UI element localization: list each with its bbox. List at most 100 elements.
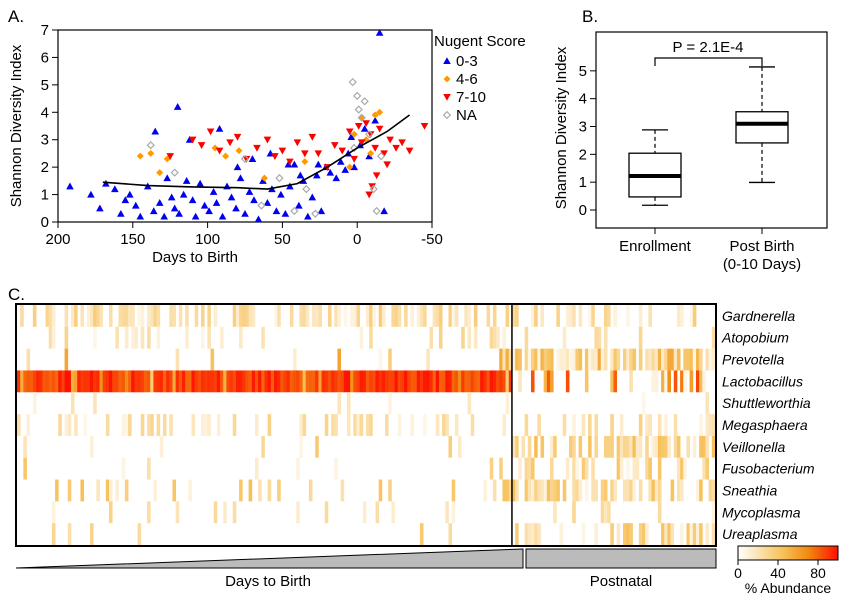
heatmap-cell [654, 435, 659, 458]
heatmap-cell [645, 348, 649, 371]
heatmap-cell [207, 370, 211, 393]
heatmap-cell [147, 501, 151, 524]
heatmap-cell [667, 370, 671, 393]
point-7-10 [371, 144, 379, 152]
heatmap-cell [578, 348, 583, 371]
heatmap-cell [556, 479, 560, 502]
heatmap-cell [626, 479, 630, 502]
heatmap-cell [594, 414, 599, 436]
heatmap-cell [343, 305, 348, 327]
heatmap-cell [220, 370, 224, 393]
heatmap-cell [140, 305, 145, 327]
heatmap-cell [645, 414, 649, 436]
heatmap-cell [89, 523, 94, 545]
heatmap-cell [629, 370, 633, 393]
heatmap-cell [375, 501, 380, 524]
heatmap-cell [559, 348, 564, 371]
heatmap-cell [216, 370, 221, 393]
point-7-10 [166, 153, 174, 160]
heatmap-cell [267, 479, 272, 502]
heatmap-cell [153, 305, 157, 327]
point-0-3 [290, 160, 299, 168]
category-label: Post Birth [729, 238, 794, 255]
heatmap-cell [680, 523, 684, 545]
heatmap-cell [480, 370, 484, 393]
heatmap-cell [689, 305, 694, 327]
heatmap-cell [48, 326, 53, 349]
heatmap-cell [676, 479, 681, 502]
colorbar-ticks: 0 40 80 [734, 560, 826, 581]
heatmap-cell [445, 414, 449, 436]
heatmap-cell [80, 370, 85, 393]
heatmap-cell [346, 370, 351, 393]
heatmap-cell [356, 414, 361, 436]
heatmap-cell [248, 370, 253, 393]
heatmap-cell [527, 348, 532, 371]
heatmap-cell [492, 370, 497, 393]
heatmap-cell [683, 370, 687, 393]
point-0-3 [250, 196, 258, 204]
heatmap-cell [96, 370, 100, 393]
heatmap-cell [632, 479, 637, 502]
heatmap-cell [588, 414, 592, 436]
heatmap-cell [616, 457, 621, 480]
heatmap-cell [124, 370, 129, 393]
heatmap-cell [239, 305, 243, 327]
x-tick-label: 200 [45, 231, 70, 248]
heatmap-cell [188, 479, 192, 502]
heatmap-cell [651, 435, 656, 458]
point-7-10 [405, 147, 414, 155]
heatmap-cell [638, 435, 643, 458]
heatmap-cell [67, 523, 72, 545]
heatmap-cell [432, 370, 437, 393]
heatmap-cell [556, 348, 560, 371]
heatmap-cell [397, 370, 402, 393]
heatmap-cell [534, 479, 538, 502]
heatmap-cell [438, 305, 443, 327]
heatmap-cell [207, 326, 211, 349]
heatmap-cell [613, 370, 618, 393]
heatmap-cell [686, 348, 691, 371]
point-0-3 [380, 207, 388, 215]
heatmap-cell [676, 457, 681, 480]
heatmap-cell [121, 414, 126, 436]
heatmap-cell [353, 370, 357, 393]
heatmap-cell [676, 305, 681, 327]
heatmap-cell [530, 479, 535, 502]
heatmap-cell [143, 370, 148, 393]
panel-a-points [66, 28, 429, 223]
point-0-3 [233, 163, 242, 171]
heatmap-cell [213, 305, 218, 327]
heatmap-cell [302, 414, 307, 436]
panel-b-boxplot: B. Shannon Diversity Index 0 1 2 3 4 5 Enroll… [553, 7, 828, 273]
heatmap-cell [483, 479, 487, 502]
heatmap-cell [404, 370, 408, 393]
heatmap-cell [705, 457, 710, 480]
heatmap-cell [80, 479, 85, 502]
heatmap-cell [607, 435, 611, 458]
heatmap-cell [324, 501, 329, 524]
heatmap-cell [581, 414, 586, 436]
heatmap-cell [435, 414, 440, 436]
point-7-10 [383, 161, 391, 169]
heatmap-cell [70, 392, 75, 415]
heatmap-cell [178, 305, 183, 327]
heatmap-cell [201, 370, 205, 393]
heatmap-cell [64, 370, 69, 393]
heatmap-cell [524, 348, 529, 371]
heatmap-cell [194, 305, 199, 327]
heatmap-cell [74, 414, 78, 436]
point-0-3 [314, 160, 323, 168]
point-7-10 [372, 172, 381, 180]
point-4-6 [136, 152, 144, 160]
heatmap-cell [553, 501, 557, 524]
row-label: Ureaplasma [722, 526, 798, 542]
heatmap-cell [394, 370, 399, 393]
heatmap-cell [64, 326, 69, 349]
heatmap-cell [705, 435, 710, 458]
heatmap-cell [289, 370, 294, 393]
row-label: Megasphaera [722, 417, 808, 433]
iqr-box [735, 111, 789, 144]
point-4-6 [346, 163, 354, 171]
row-label: Atopobium [721, 330, 789, 346]
